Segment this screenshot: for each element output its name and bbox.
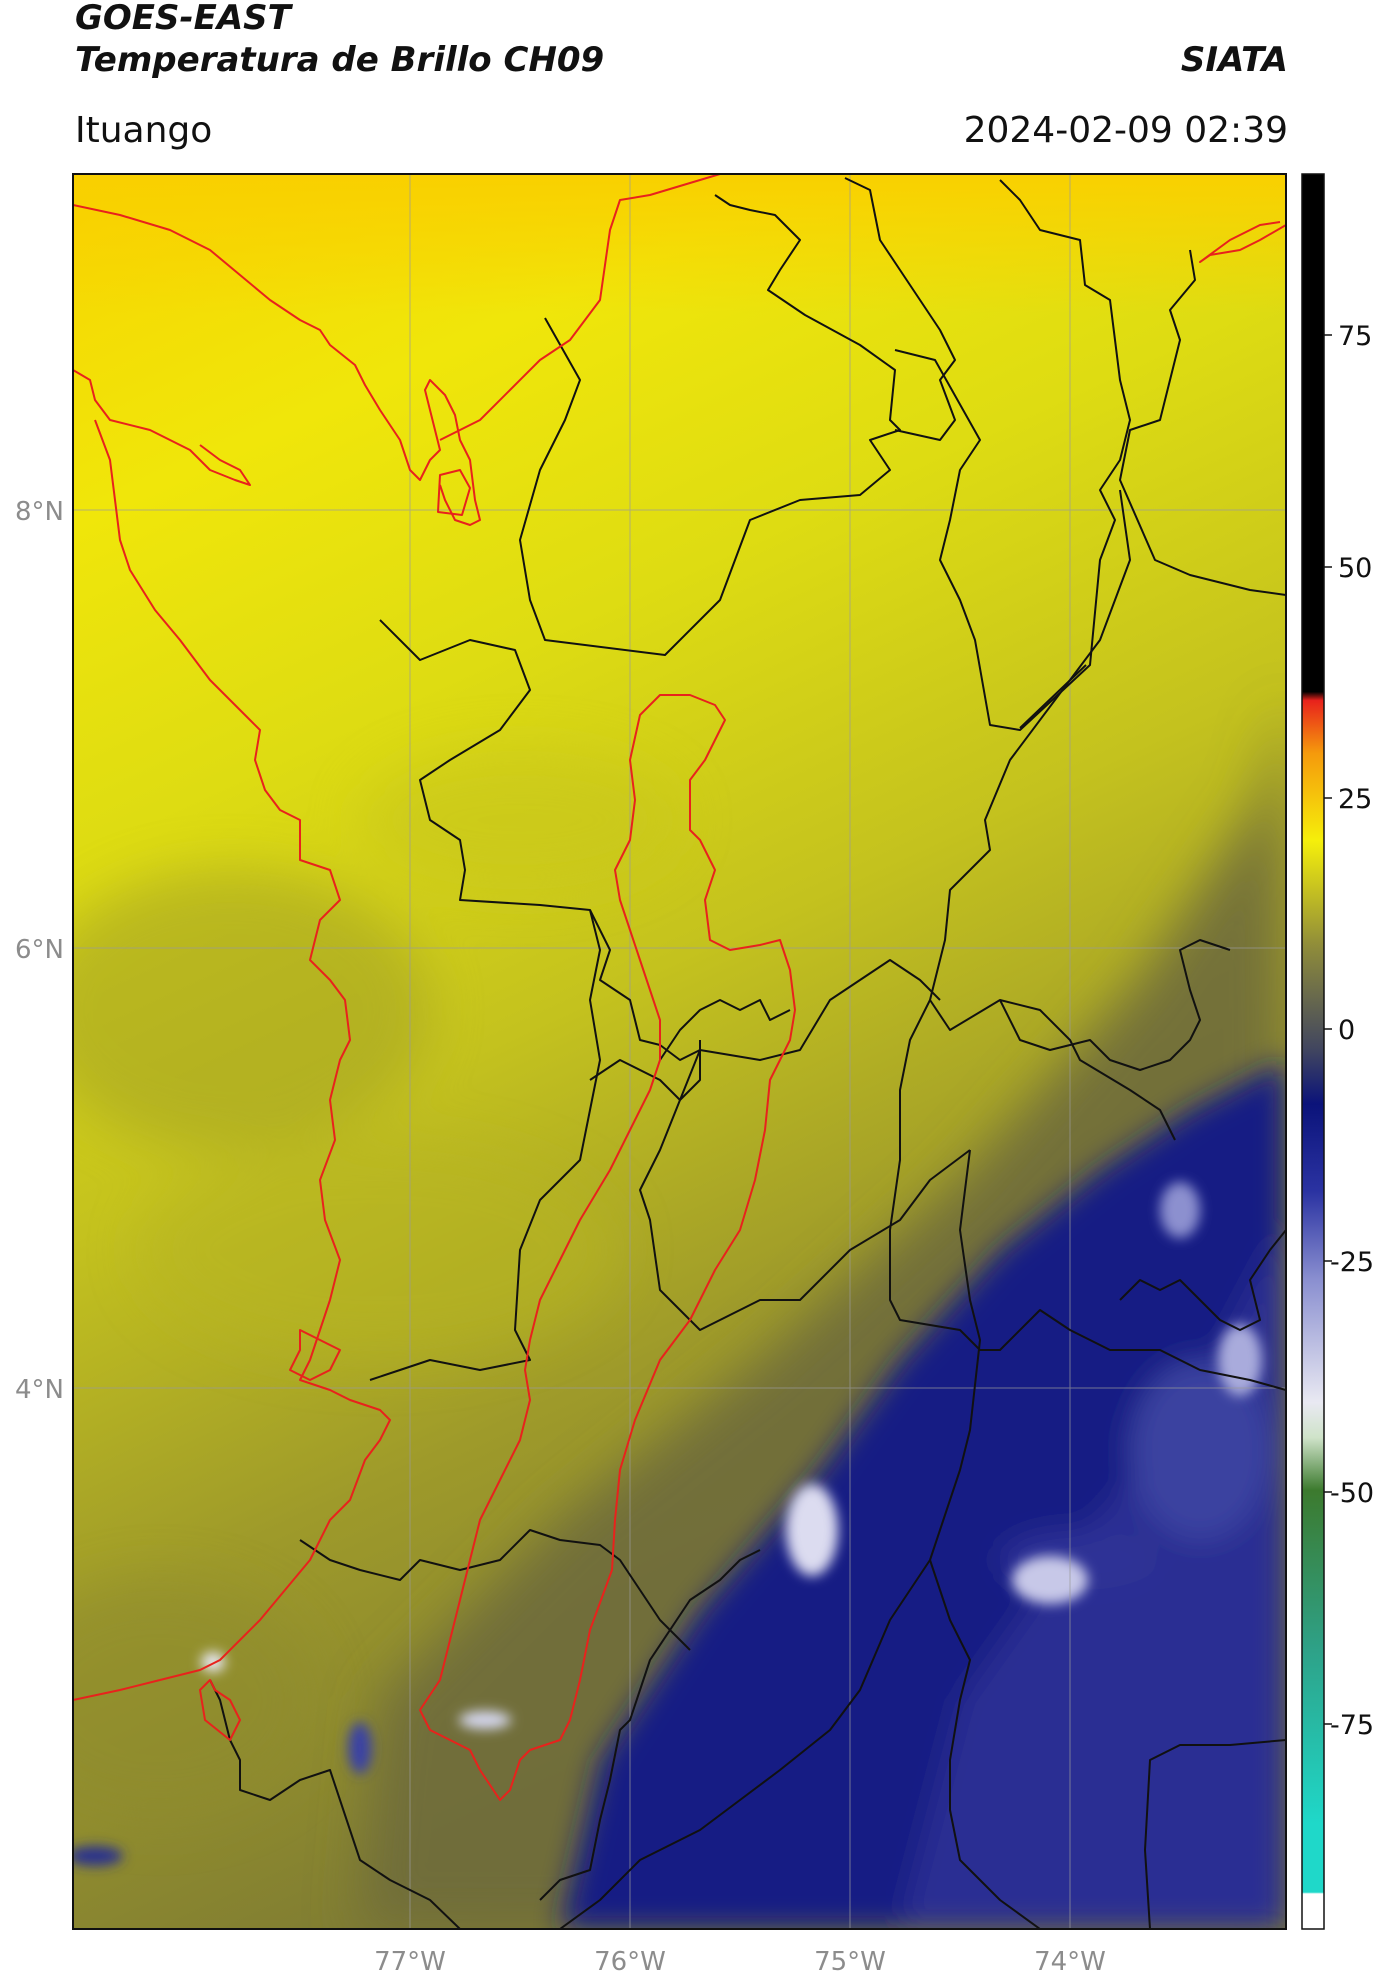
satellite-title: GOES-EAST (75, 0, 291, 38)
product-title: Temperatura de Brillo CH09 (75, 40, 605, 80)
lon-label-75w: 75°W (814, 1947, 886, 1977)
colorbar-tick-minus25: -25 (1330, 1247, 1374, 1278)
lon-label-76w: 76°W (594, 1947, 666, 1977)
colorbar-tick-25: 25 (1338, 784, 1372, 815)
colorbar-frame (1301, 173, 1325, 1930)
brightness-temperature-field (73, 174, 1286, 1929)
colorbar-tick-75: 75 (1338, 321, 1372, 352)
colorbar-scale (1302, 174, 1324, 1929)
lat-label-6n: 6°N (15, 935, 64, 965)
map-frame (72, 173, 1287, 1930)
lon-label-74w: 74°W (1034, 1947, 1106, 1977)
graticule (73, 174, 1286, 1929)
timestamp-label: 2024-02-09 02:39 (963, 110, 1288, 151)
coastline-and-basin (73, 174, 1286, 1801)
lon-label-77w: 77°W (374, 1947, 446, 1977)
longitude-labels: 77°W 76°W 75°W 74°W (374, 1947, 1106, 1977)
lat-label-4n: 4°N (15, 1375, 64, 1405)
colorbar-tick-0: 0 (1338, 1015, 1355, 1046)
colorbar: 75 50 25 0 -25 -50 -75 (1301, 173, 1374, 1930)
location-label: Ituango (75, 110, 213, 151)
colorbar-tick-minus50: -50 (1330, 1478, 1374, 1509)
colorbar-tick-minus75: -75 (1330, 1710, 1374, 1741)
colorbar-tick-50: 50 (1338, 553, 1372, 584)
organization-label: SIATA (1180, 40, 1288, 80)
lat-label-8n: 8°N (15, 497, 64, 527)
department-borders (209, 177, 1286, 1929)
latitude-labels: 8°N 6°N 4°N (15, 497, 64, 1405)
